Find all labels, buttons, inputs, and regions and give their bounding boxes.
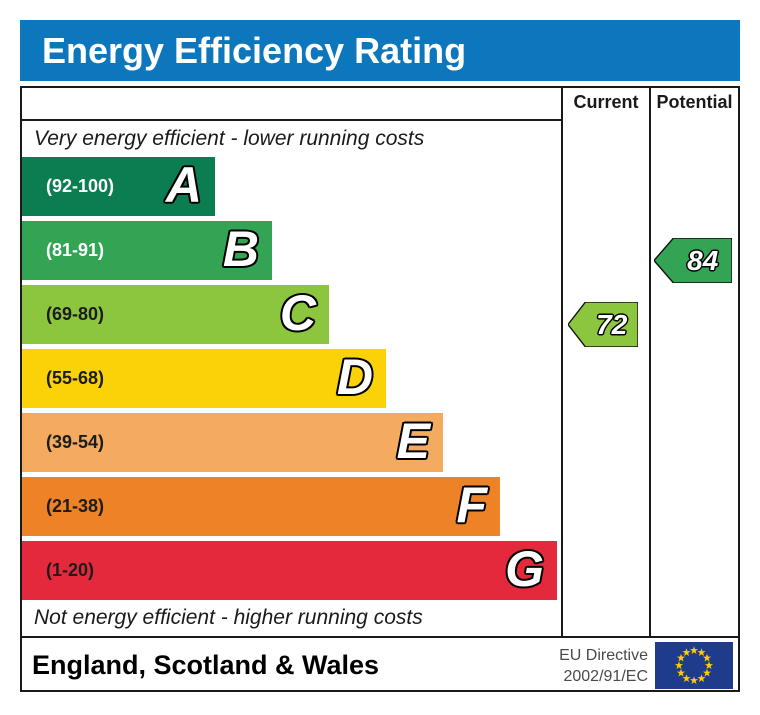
potential-column-header: Potential [656, 92, 733, 112]
current-column-divider [561, 86, 563, 636]
current-column-header: Current [573, 92, 639, 112]
eu-directive-line1: EU Directive [559, 647, 648, 664]
band-letter: F [456, 477, 487, 533]
band-range-label: (92-100) [46, 176, 115, 196]
eu-flag-star [674, 661, 684, 669]
band-range-label: (21-38) [46, 496, 105, 516]
eu-flag-star [702, 668, 712, 677]
current-arrow-shape [568, 302, 638, 347]
band-row: (69-80) C [22, 285, 329, 344]
eu-flag-star [704, 661, 714, 669]
eu-flag-star [682, 648, 691, 656]
potential-column-divider [649, 86, 651, 636]
band-row: (1-20) G [22, 541, 557, 600]
eu-flag-star [682, 674, 691, 682]
band-range-label: (81-91) [46, 240, 105, 260]
footer-region-label: England, Scotland & Wales [32, 650, 380, 680]
eu-flag-star [697, 648, 706, 656]
eu-flag-star [676, 653, 686, 662]
footer-row-divider [20, 636, 740, 638]
header-row-divider [20, 119, 563, 121]
potential-rating-value: 84 [687, 245, 719, 276]
potential-arrow-shape [654, 238, 732, 283]
band-letter: G [505, 541, 544, 597]
band-row: (55-68) D [22, 349, 386, 408]
band-letter: E [396, 413, 430, 469]
current-rating-arrow: 72 [568, 302, 638, 347]
current-rating-value: 72 [596, 309, 628, 340]
eu-flag-icon [655, 642, 733, 689]
band-range-label: (39-54) [46, 432, 105, 452]
band-row: (92-100) A [22, 157, 215, 216]
eu-flag-star [702, 653, 712, 662]
eu-flag-graphic [655, 642, 733, 689]
band-row: (21-38) F [22, 477, 500, 536]
title-bar: Energy Efficiency Rating [20, 20, 740, 81]
band-row: (81-91) B [22, 221, 272, 280]
band-letter: D [336, 349, 373, 405]
eu-directive-line2: 2002/91/EC [563, 668, 648, 685]
band-range-label: (69-80) [46, 304, 105, 324]
band-letter: A [165, 157, 202, 213]
eu-directive-label: EU Directive 2002/91/EC [500, 645, 648, 687]
band-range-label: (55-68) [46, 368, 105, 388]
eu-flag-star [689, 646, 699, 654]
eu-flag-star [676, 668, 686, 677]
eu-flag-star [689, 676, 699, 684]
band-letter: C [279, 285, 316, 341]
bottom-caption: Not energy efficient - higher running co… [34, 606, 423, 629]
eu-flag-star [697, 674, 706, 682]
band-letter: B [222, 221, 259, 277]
potential-rating-arrow: 84 [654, 238, 732, 283]
top-caption: Very energy efficient - lower running co… [34, 127, 425, 150]
band-row: (39-54) E [22, 413, 443, 472]
page-title: Energy Efficiency Rating [42, 30, 467, 71]
band-range-label: (1-20) [46, 560, 95, 580]
